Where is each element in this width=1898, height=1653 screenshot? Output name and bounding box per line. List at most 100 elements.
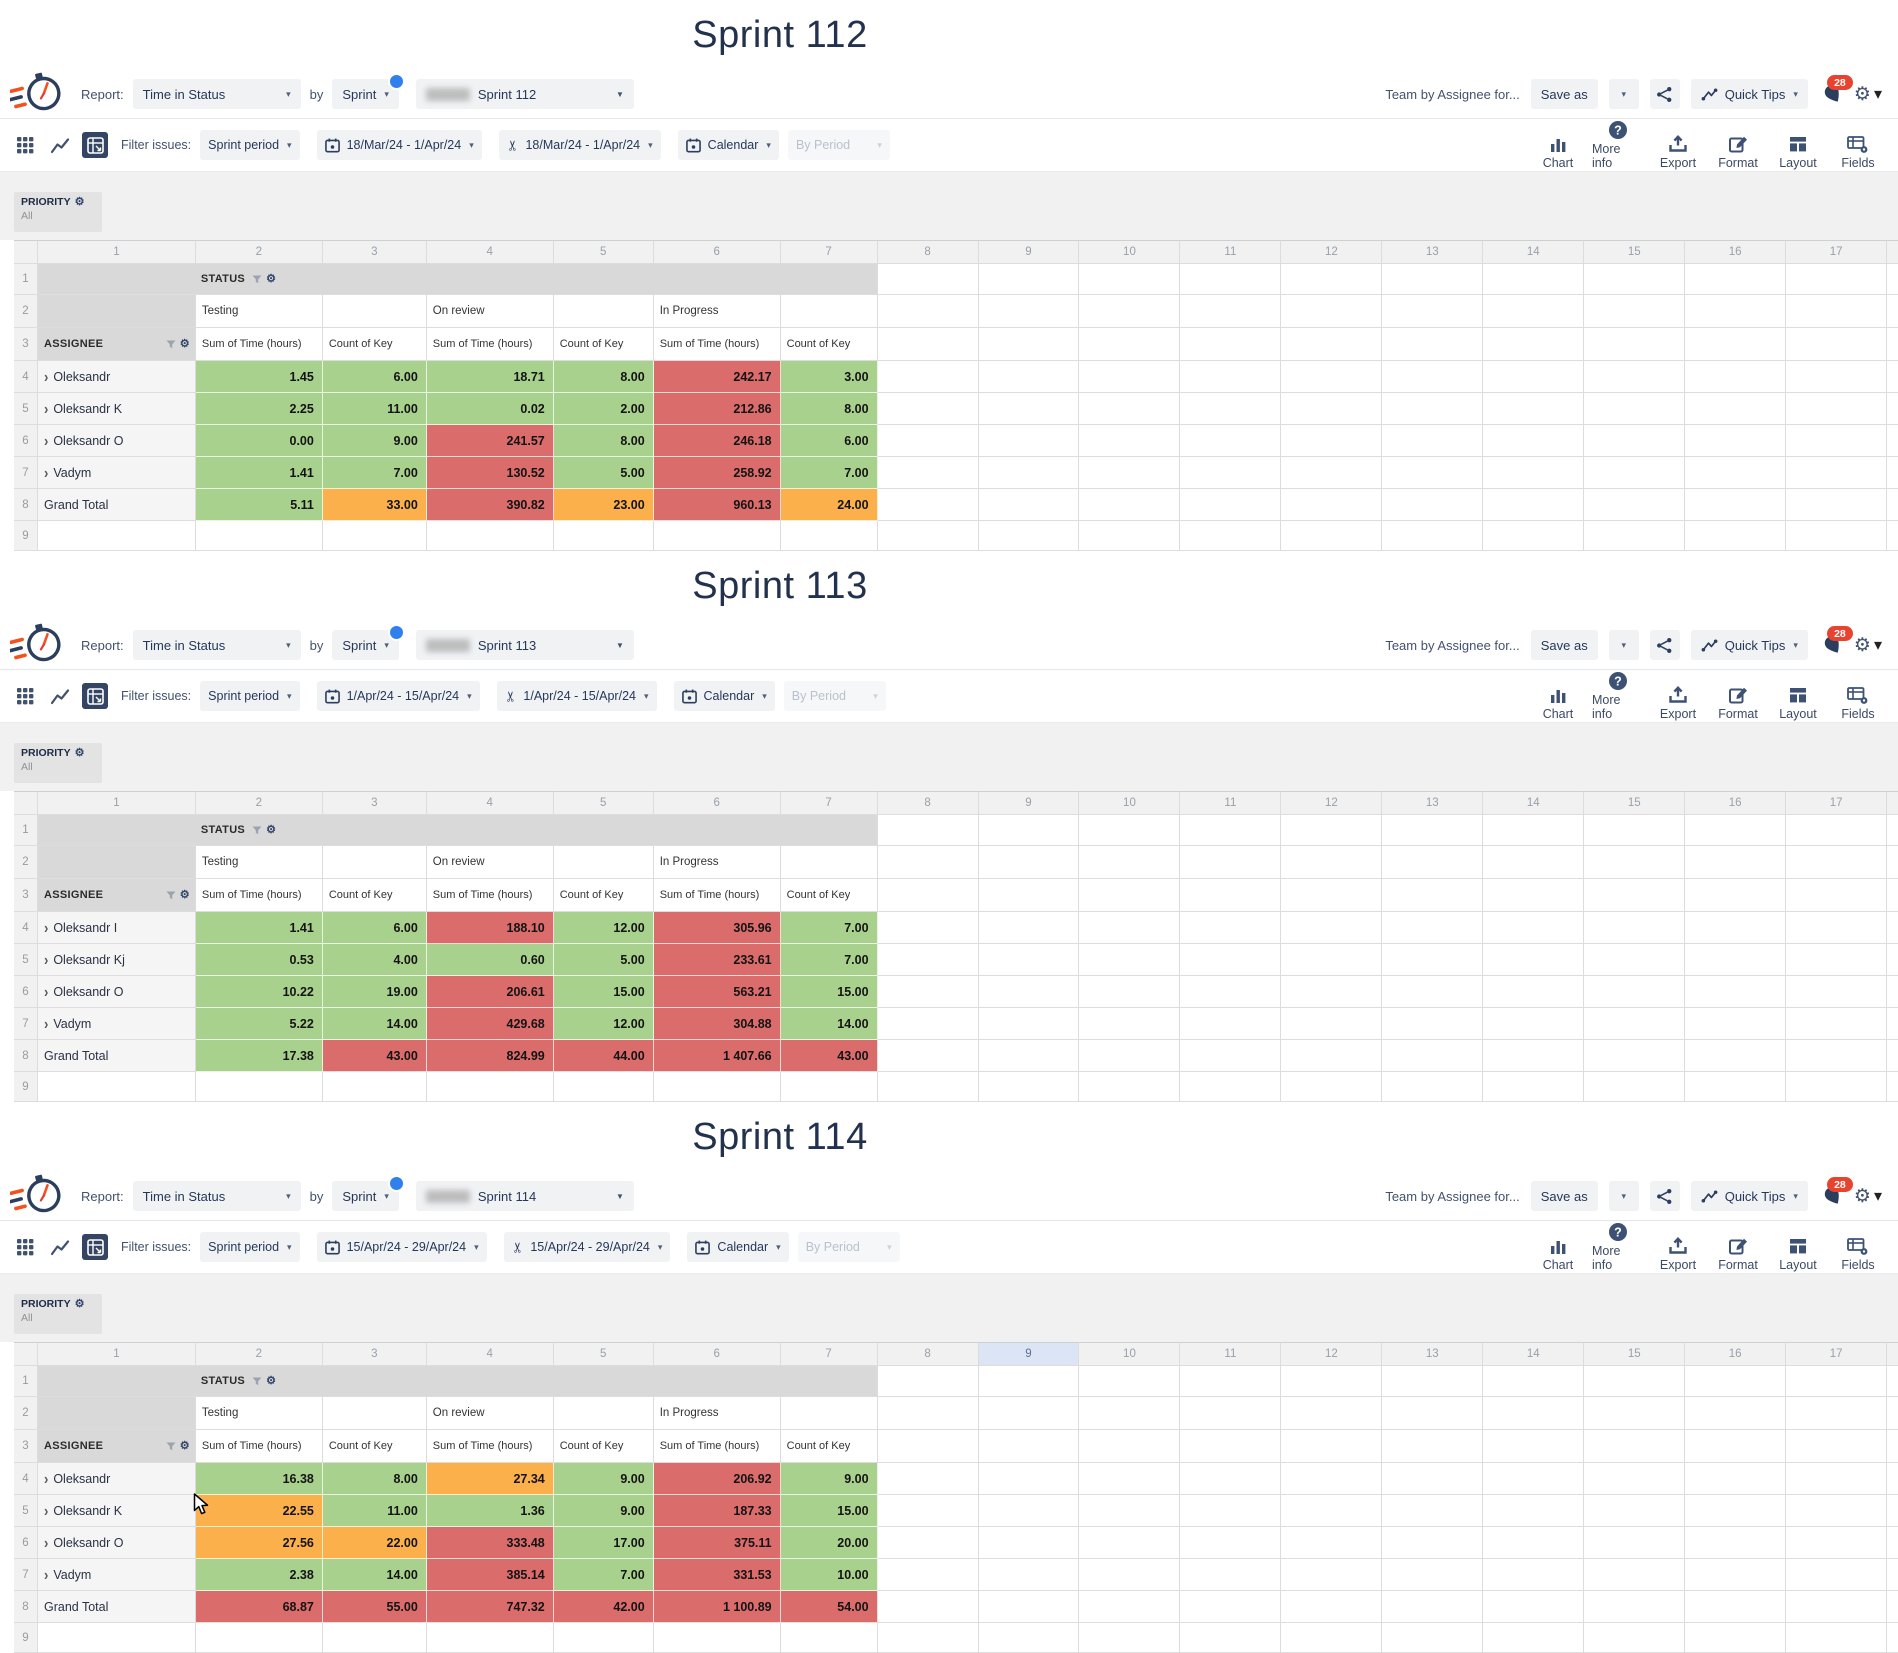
- filter-funnel-icon[interactable]: [166, 340, 176, 349]
- value-cell[interactable]: 9.00: [553, 1463, 654, 1495]
- column-number[interactable]: 17: [1786, 791, 1888, 815]
- value-cell[interactable]: 2.25: [195, 393, 323, 425]
- value-cell[interactable]: 7.00: [780, 912, 878, 944]
- value-cell[interactable]: 9.00: [553, 1495, 654, 1527]
- tool-button-fields[interactable]: Fields: [1832, 134, 1884, 170]
- value-cell[interactable]: 258.92: [653, 457, 781, 489]
- assignee-row-label[interactable]: › Oleksandr I: [37, 912, 196, 944]
- value-cell[interactable]: 8.00: [780, 393, 878, 425]
- date-range-dropdown[interactable]: 15/Apr/24 - 29/Apr/24 ▾: [316, 1232, 487, 1262]
- quick-tips-button[interactable]: Quick Tips ▾: [1690, 1181, 1808, 1211]
- assignee-row-label[interactable]: › Vadym: [37, 457, 196, 489]
- save-as-menu-button[interactable]: ▾: [1608, 79, 1639, 109]
- value-cell[interactable]: 5.11: [195, 489, 323, 521]
- column-number[interactable]: 8: [877, 791, 979, 815]
- column-number[interactable]: 3: [322, 1342, 427, 1366]
- value-cell[interactable]: 14.00: [780, 1008, 878, 1040]
- expand-chevron-icon[interactable]: ›: [43, 1469, 49, 1488]
- calendar-mode-dropdown[interactable]: Calendar ▾: [673, 681, 775, 711]
- column-number[interactable]: 16: [1685, 1342, 1787, 1366]
- expand-chevron-icon[interactable]: ›: [43, 399, 49, 418]
- column-number[interactable]: 15: [1584, 240, 1686, 264]
- value-cell[interactable]: 43.00: [322, 1040, 427, 1072]
- column-number[interactable]: 12: [1281, 1342, 1383, 1366]
- column-number[interactable]: 8: [877, 240, 979, 264]
- assignee-dimension-cell[interactable]: ASSIGNEE ⚙: [37, 879, 196, 912]
- tool-button-more-info[interactable]: ? More info: [1592, 671, 1644, 721]
- value-cell[interactable]: 68.87: [195, 1591, 323, 1623]
- column-number[interactable]: 9: [978, 240, 1080, 264]
- column-number[interactable]: 7: [780, 1342, 878, 1366]
- column-number[interactable]: 5: [553, 1342, 654, 1366]
- value-cell[interactable]: 304.88: [653, 1008, 781, 1040]
- value-cell[interactable]: 15.00: [553, 976, 654, 1008]
- value-cell[interactable]: 8.00: [553, 425, 654, 457]
- value-cell[interactable]: 4.00: [322, 944, 427, 976]
- tool-button-format[interactable]: Format: [1712, 1236, 1764, 1272]
- value-cell[interactable]: 22.00: [322, 1527, 427, 1559]
- value-cell[interactable]: 5.00: [553, 457, 654, 489]
- value-cell[interactable]: 1.45: [195, 361, 323, 393]
- value-cell[interactable]: 18.71: [426, 361, 554, 393]
- trim-range-dropdown[interactable]: ✂ 1/Apr/24 - 15/Apr/24 ▾: [496, 681, 657, 711]
- table-view-button[interactable]: [12, 683, 38, 709]
- sprint-select-dropdown[interactable]: Sprint 112 ▼: [415, 79, 634, 109]
- expand-chevron-icon[interactable]: ›: [43, 1501, 49, 1520]
- value-cell[interactable]: 24.00: [780, 489, 878, 521]
- column-number[interactable]: 16: [1685, 240, 1787, 264]
- value-cell[interactable]: 14.00: [322, 1559, 427, 1591]
- status-dimension-cell[interactable]: STATUS ⚙: [195, 264, 878, 295]
- tool-button-layout[interactable]: Layout: [1772, 685, 1824, 721]
- tool-button-layout[interactable]: Layout: [1772, 1236, 1824, 1272]
- whats-new-button[interactable]: 28: [1823, 1177, 1853, 1207]
- priority-filter-box[interactable]: PRIORITY ⚙ All: [14, 1294, 102, 1334]
- value-cell[interactable]: 824.99: [426, 1040, 554, 1072]
- tool-button-layout[interactable]: Layout: [1772, 134, 1824, 170]
- column-number[interactable]: 17: [1786, 1342, 1888, 1366]
- filter-funnel-icon[interactable]: [166, 1442, 176, 1451]
- column-number[interactable]: 12: [1281, 791, 1383, 815]
- priority-filter-box[interactable]: PRIORITY ⚙ All: [14, 192, 102, 232]
- column-number[interactable]: 9: [978, 1342, 1080, 1366]
- assignee-dimension-cell[interactable]: ASSIGNEE ⚙: [37, 328, 196, 361]
- share-button[interactable]: [1649, 630, 1680, 660]
- expand-chevron-icon[interactable]: ›: [43, 950, 49, 969]
- gear-icon[interactable]: ⚙: [179, 1439, 190, 1452]
- gear-icon[interactable]: ⚙: [266, 272, 277, 285]
- date-range-dropdown[interactable]: 18/Mar/24 - 1/Apr/24 ▾: [316, 130, 482, 160]
- value-cell[interactable]: 17.00: [553, 1527, 654, 1559]
- sprint-select-dropdown[interactable]: Sprint 113 ▼: [415, 630, 634, 660]
- filter-funnel-icon[interactable]: [252, 275, 262, 284]
- tool-button-export[interactable]: Export: [1652, 134, 1704, 170]
- grand-total-label[interactable]: Grand Total: [37, 1040, 196, 1072]
- value-cell[interactable]: 305.96: [653, 912, 781, 944]
- assignee-row-label[interactable]: › Oleksandr K: [37, 1495, 196, 1527]
- quick-tips-button[interactable]: Quick Tips ▾: [1690, 79, 1808, 109]
- sprint-select-dropdown[interactable]: Sprint 114 ▼: [415, 1181, 634, 1211]
- column-number[interactable]: 15: [1584, 791, 1686, 815]
- value-cell[interactable]: 233.61: [653, 944, 781, 976]
- tool-button-export[interactable]: Export: [1652, 685, 1704, 721]
- value-cell[interactable]: 12.00: [553, 912, 654, 944]
- column-number[interactable]: 11: [1180, 1342, 1282, 1366]
- sprint-period-dropdown[interactable]: Sprint period ▾: [200, 1232, 300, 1262]
- expand-chevron-icon[interactable]: ›: [43, 1565, 49, 1584]
- value-cell[interactable]: 1 100.89: [653, 1591, 781, 1623]
- column-number[interactable]: 10: [1079, 791, 1181, 815]
- gear-icon[interactable]: ⚙: [266, 1374, 277, 1387]
- column-number[interactable]: 6: [653, 1342, 781, 1366]
- value-cell[interactable]: 2.00: [553, 393, 654, 425]
- column-number[interactable]: 1: [37, 791, 196, 815]
- value-cell[interactable]: 15.00: [780, 976, 878, 1008]
- tool-button-format[interactable]: Format: [1712, 685, 1764, 721]
- assignee-row-label[interactable]: › Oleksandr K: [37, 393, 196, 425]
- settings-button[interactable]: ⚙ ▾: [1854, 635, 1882, 655]
- value-cell[interactable]: 27.56: [195, 1527, 323, 1559]
- group-by-dropdown[interactable]: Sprint ▾: [332, 73, 405, 109]
- column-number[interactable]: 8: [877, 1342, 979, 1366]
- column-number[interactable]: 1: [37, 1342, 196, 1366]
- chart-view-button[interactable]: [47, 1234, 73, 1260]
- filter-funnel-icon[interactable]: [166, 891, 176, 900]
- column-number[interactable]: 16: [1685, 791, 1787, 815]
- column-number[interactable]: 4: [426, 1342, 554, 1366]
